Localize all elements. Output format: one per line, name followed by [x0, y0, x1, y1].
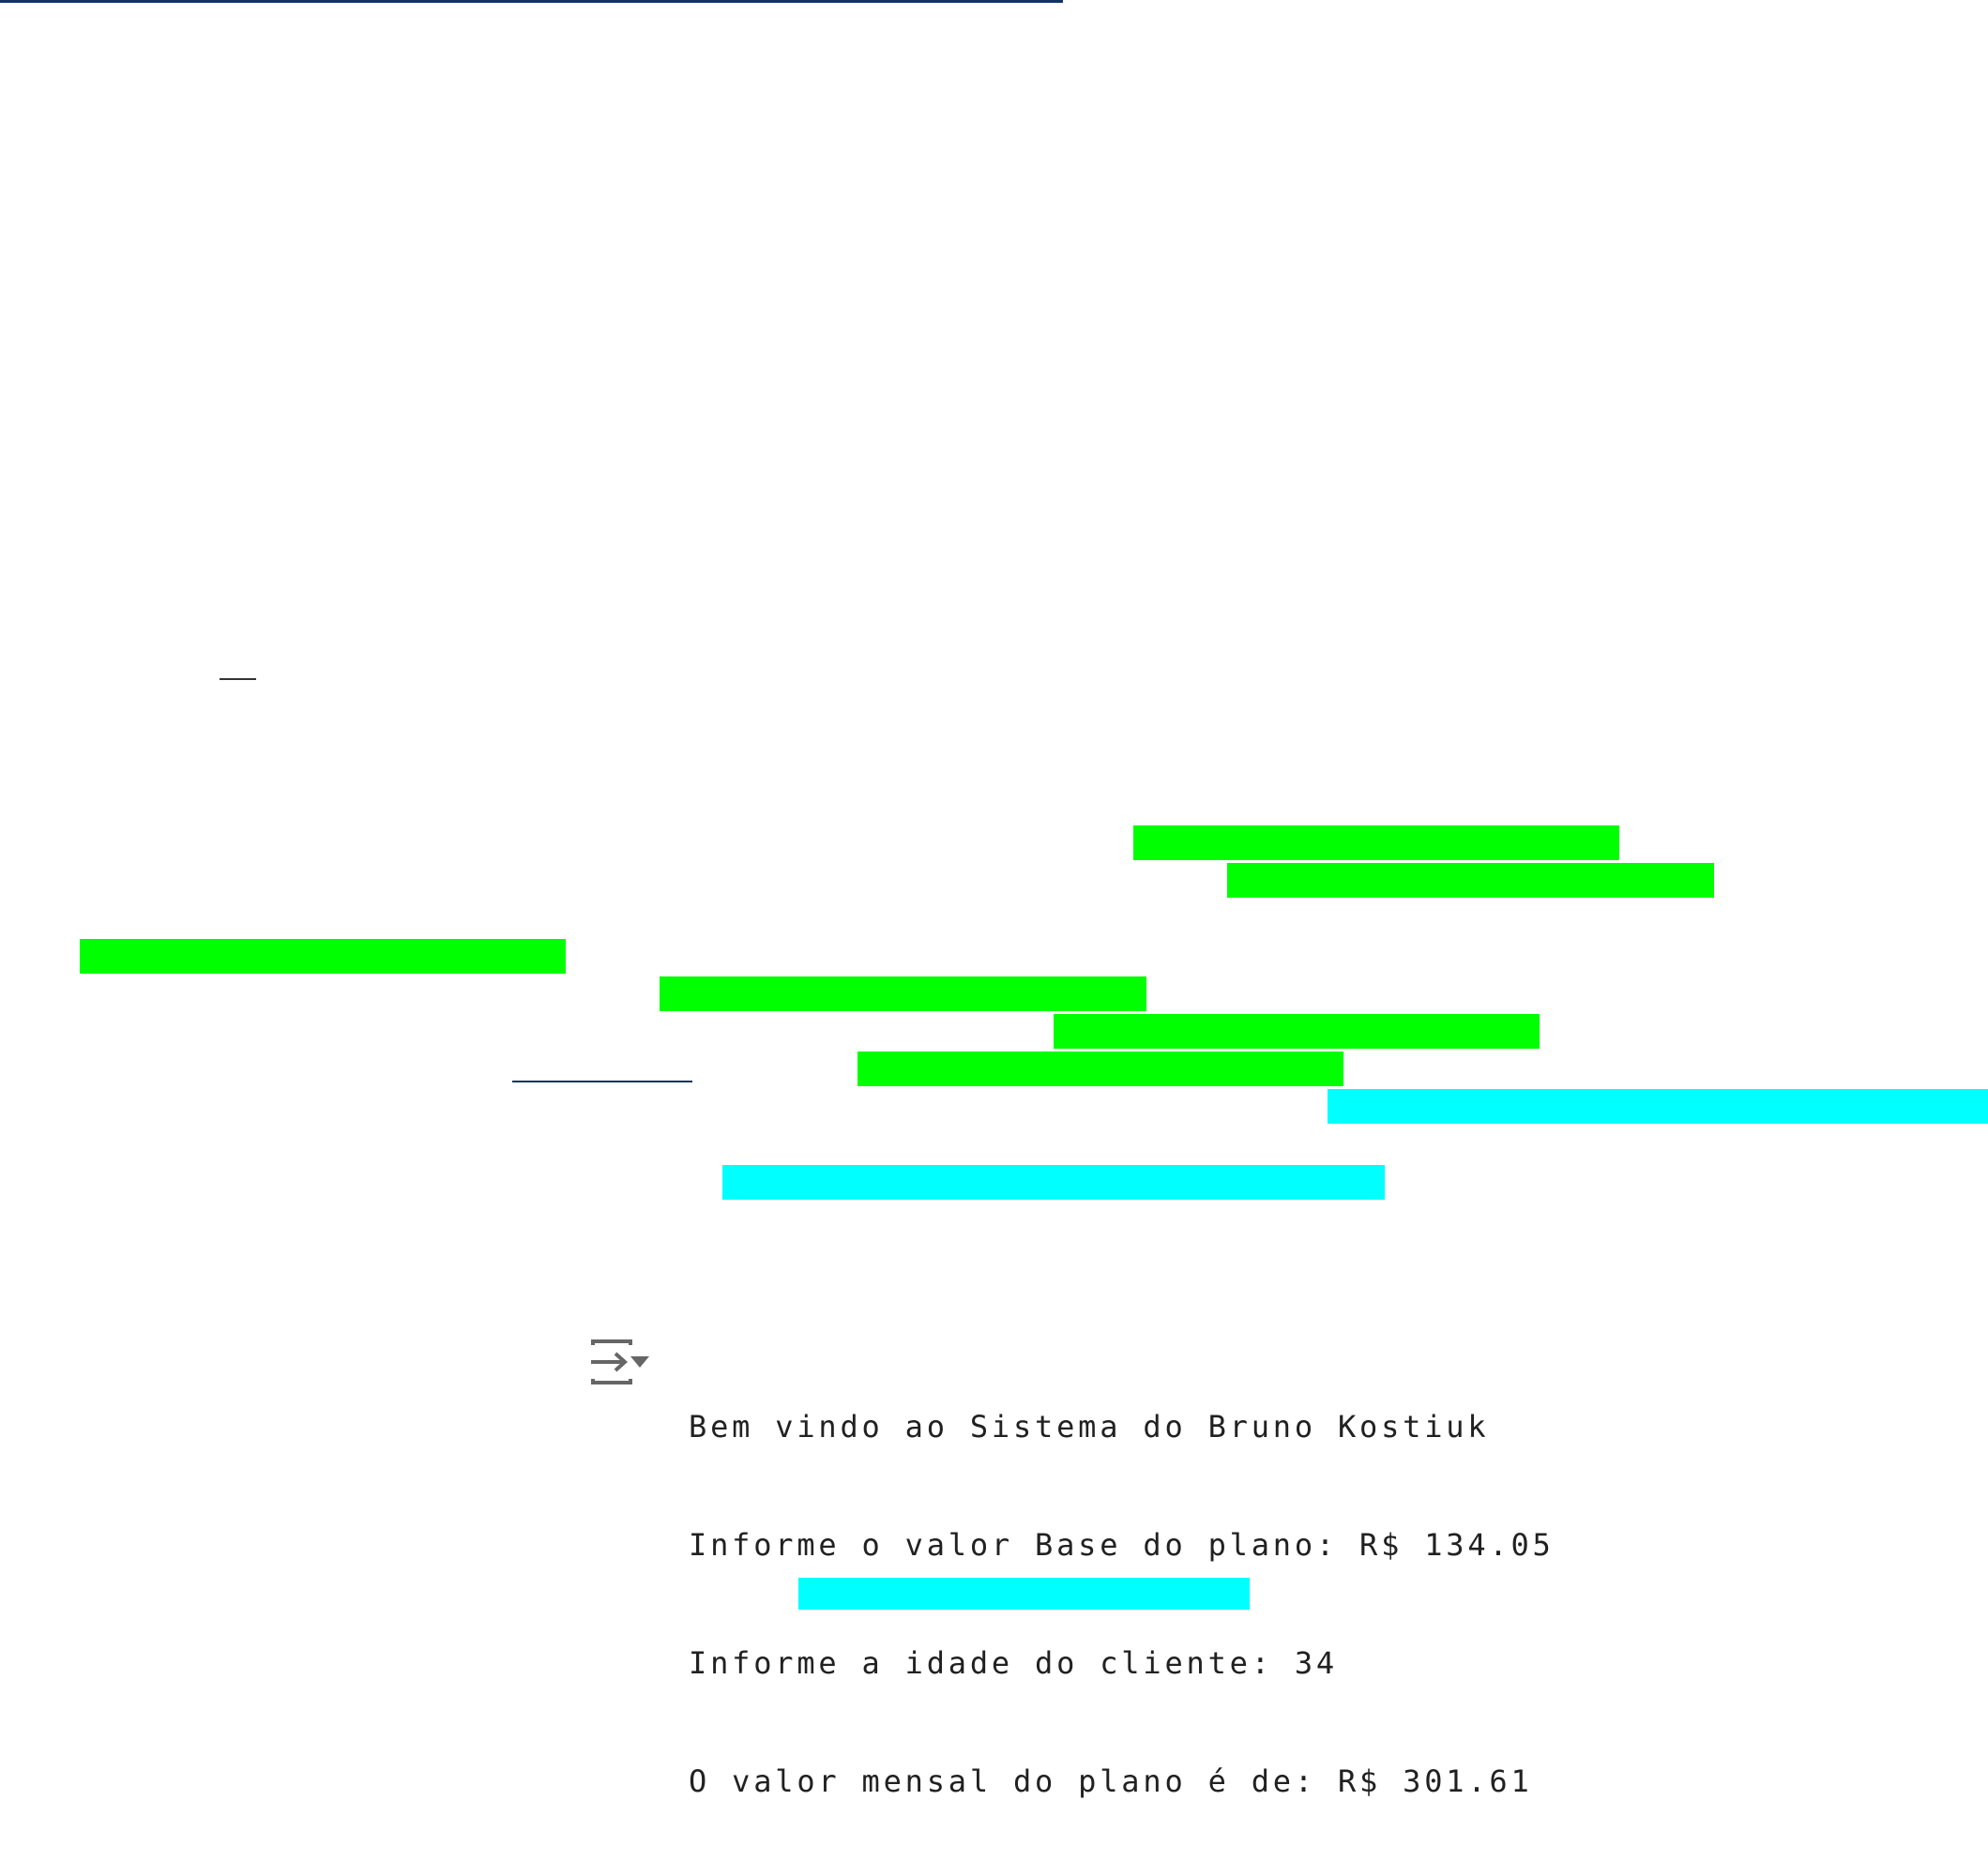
- output-text: Bem vindo ao Sistema do Bruno Kostiuk In…: [689, 1332, 1555, 1876]
- highlight-green: [1227, 863, 1714, 898]
- highlight-cyan: [798, 1578, 1250, 1610]
- top-bar: [0, 0, 1063, 3]
- highlight-cyan: [722, 1165, 1385, 1200]
- output-line: Informe a idade do cliente: 34: [689, 1645, 1338, 1681]
- output-toggle-icon[interactable]: [589, 1338, 651, 1386]
- output-line: Informe o valor Base do plano: R$ 134.05: [689, 1527, 1555, 1563]
- highlight-green: [660, 976, 1146, 1011]
- small-underline: [220, 678, 256, 680]
- link-underline: [512, 1081, 692, 1082]
- highlight-green: [857, 1051, 1343, 1086]
- output-line: Bem vindo ao Sistema do Bruno Kostiuk: [689, 1409, 1490, 1445]
- highlight-green: [1054, 1014, 1540, 1049]
- highlight-cyan: [1328, 1089, 1988, 1124]
- highlight-green: [80, 939, 566, 974]
- highlight-green: [1133, 825, 1619, 860]
- output-line: O valor mensal do plano é de: R$ 301.61: [689, 1763, 1533, 1799]
